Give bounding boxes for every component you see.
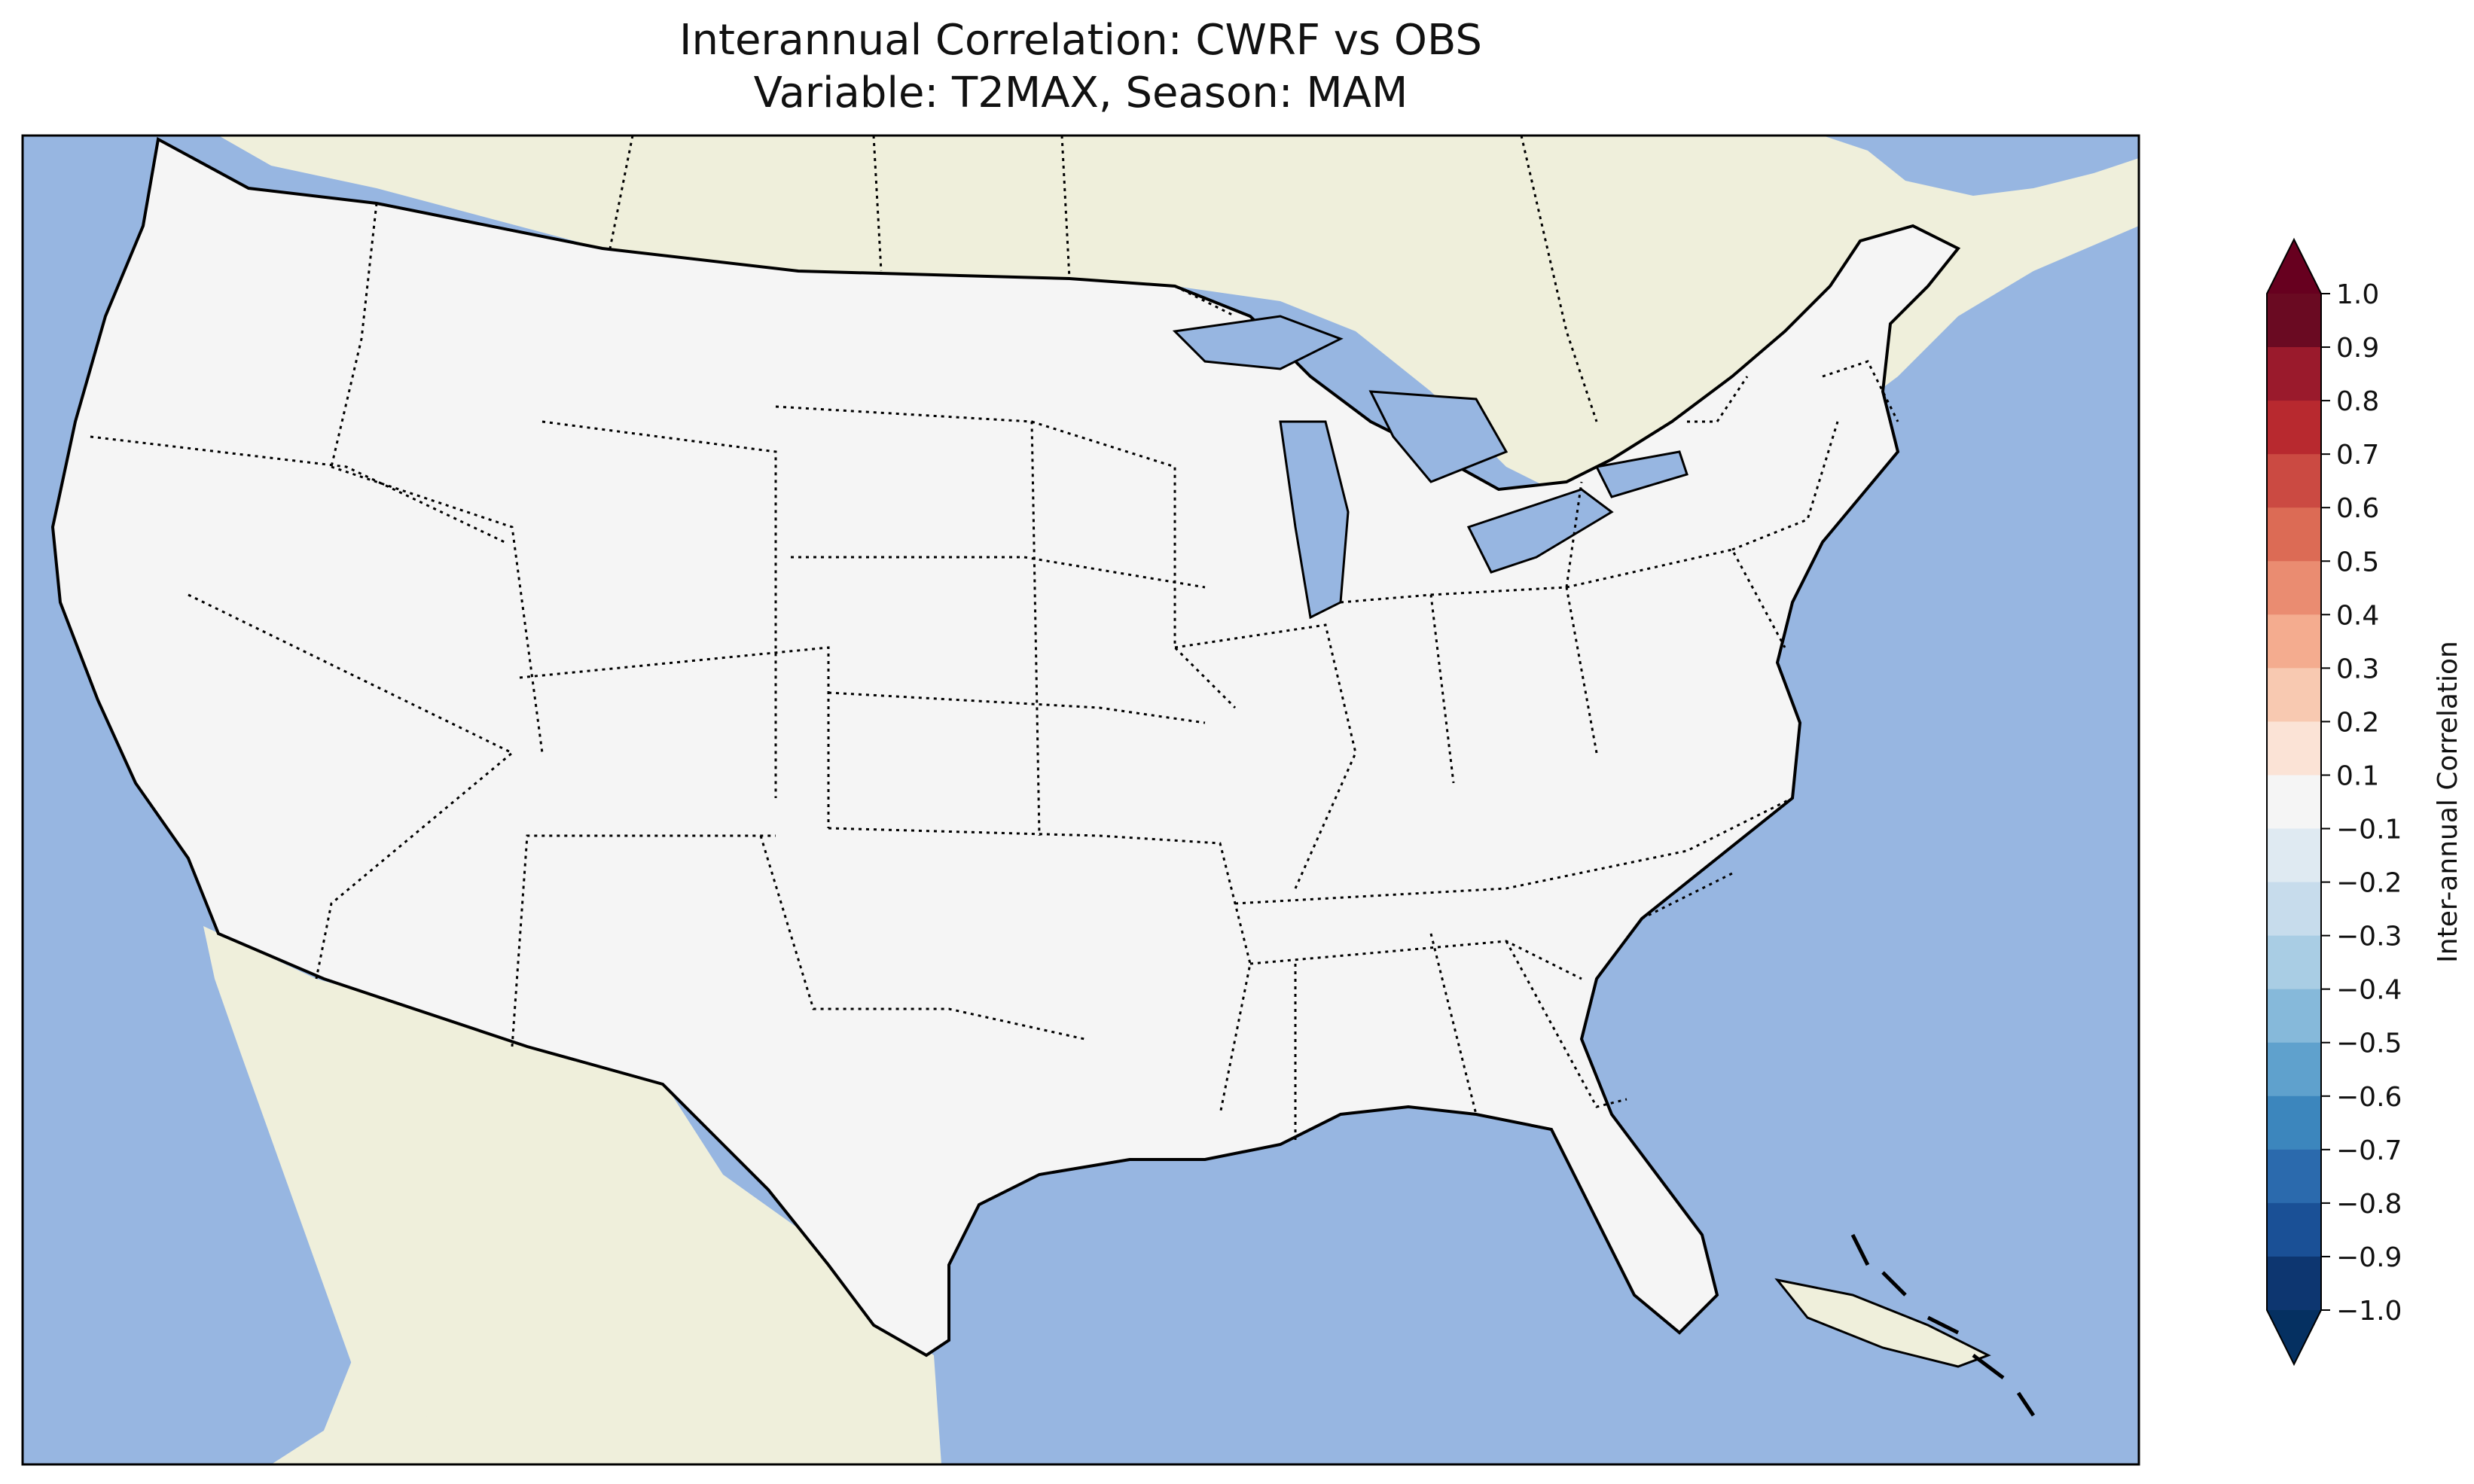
colorbar-under-extension <box>2267 1310 2321 1364</box>
colorbar-tick-label: 0.7 <box>2336 440 2379 471</box>
colorbar-tick-label: 0.3 <box>2336 654 2379 684</box>
colorbar-segment <box>2267 507 2321 562</box>
colorbar-tick-label: −0.2 <box>2336 868 2402 899</box>
colorbar-segment <box>2267 454 2321 508</box>
colorbar-tick-label: −0.1 <box>2336 815 2402 846</box>
colorbar-over-extension <box>2267 239 2321 294</box>
colorbar-tick-label: 0.2 <box>2336 707 2379 738</box>
state-borders <box>90 136 1899 1144</box>
colorbar-segment <box>2267 721 2321 776</box>
colorbar-tick-label: −0.5 <box>2336 1028 2402 1059</box>
colorbar-tick-label: −0.3 <box>2336 922 2402 952</box>
colorbar-tick-label: 0.8 <box>2336 386 2379 417</box>
mexico-land <box>203 926 941 1464</box>
colorbar-segment <box>2267 561 2321 615</box>
colorbar-tick-label: −0.4 <box>2336 975 2402 1006</box>
colorbar-tick-label: −0.9 <box>2336 1242 2402 1273</box>
map-title-line-1: Interannual Correlation: CWRF vs OBS <box>679 16 1482 65</box>
colorbar-segment <box>2267 1149 2321 1204</box>
colorbar-tick-label: 0.5 <box>2336 547 2379 577</box>
colorbar-tick-label: −1.0 <box>2336 1296 2402 1327</box>
colorbar-tick-label: 0.1 <box>2336 760 2379 791</box>
colorbar-tick-label: 0.6 <box>2336 493 2379 524</box>
colorbar-segment <box>2267 1256 2321 1311</box>
caribbean-islands <box>1850 1233 2036 1417</box>
baja-land <box>203 926 452 1464</box>
great-lakes <box>1172 315 1688 620</box>
colorbar-tick-label: −0.8 <box>2336 1189 2402 1220</box>
colorbar-tick-label: 1.0 <box>2336 279 2379 310</box>
colorbar-segment <box>2267 989 2321 1044</box>
colorbar-tick-label: −0.7 <box>2336 1135 2402 1166</box>
colorbar-segment <box>2267 1202 2321 1257</box>
map-title-line-2: Variable: T2MAX, Season: MAM <box>753 69 1408 117</box>
colorbar-segment <box>2267 775 2321 830</box>
colorbar-segment <box>2267 882 2321 937</box>
colorbar-segment <box>2267 828 2321 883</box>
colorbar-tick-label: −0.6 <box>2336 1082 2402 1113</box>
map-panel <box>23 136 2139 1464</box>
colorbar-segment <box>2267 614 2321 669</box>
cuba-land <box>1774 1278 1991 1368</box>
canada-land <box>218 136 2139 497</box>
colorbar-segment <box>2267 1042 2321 1097</box>
colorbar-segment <box>2267 401 2321 455</box>
colorbar-tick-label: 0.4 <box>2336 600 2379 631</box>
colorbar-segment <box>2267 668 2321 722</box>
colorbar-segment <box>2267 294 2321 348</box>
colorbar: 1.0 0.9 0.8 0.7 0.6 0.5 0.4 0.3 0.2 0.1 −0.1 −0.2 −0… <box>2266 237 2402 1367</box>
colorbar-label: Inter-annual Correlation <box>2433 641 2463 963</box>
colorbar-segment <box>2267 347 2321 401</box>
colorbar-segment <box>2267 1095 2321 1150</box>
colorbar-tick-label: 0.9 <box>2336 333 2379 364</box>
map-frame <box>21 134 2140 1466</box>
colorbar-segment <box>2267 935 2321 990</box>
